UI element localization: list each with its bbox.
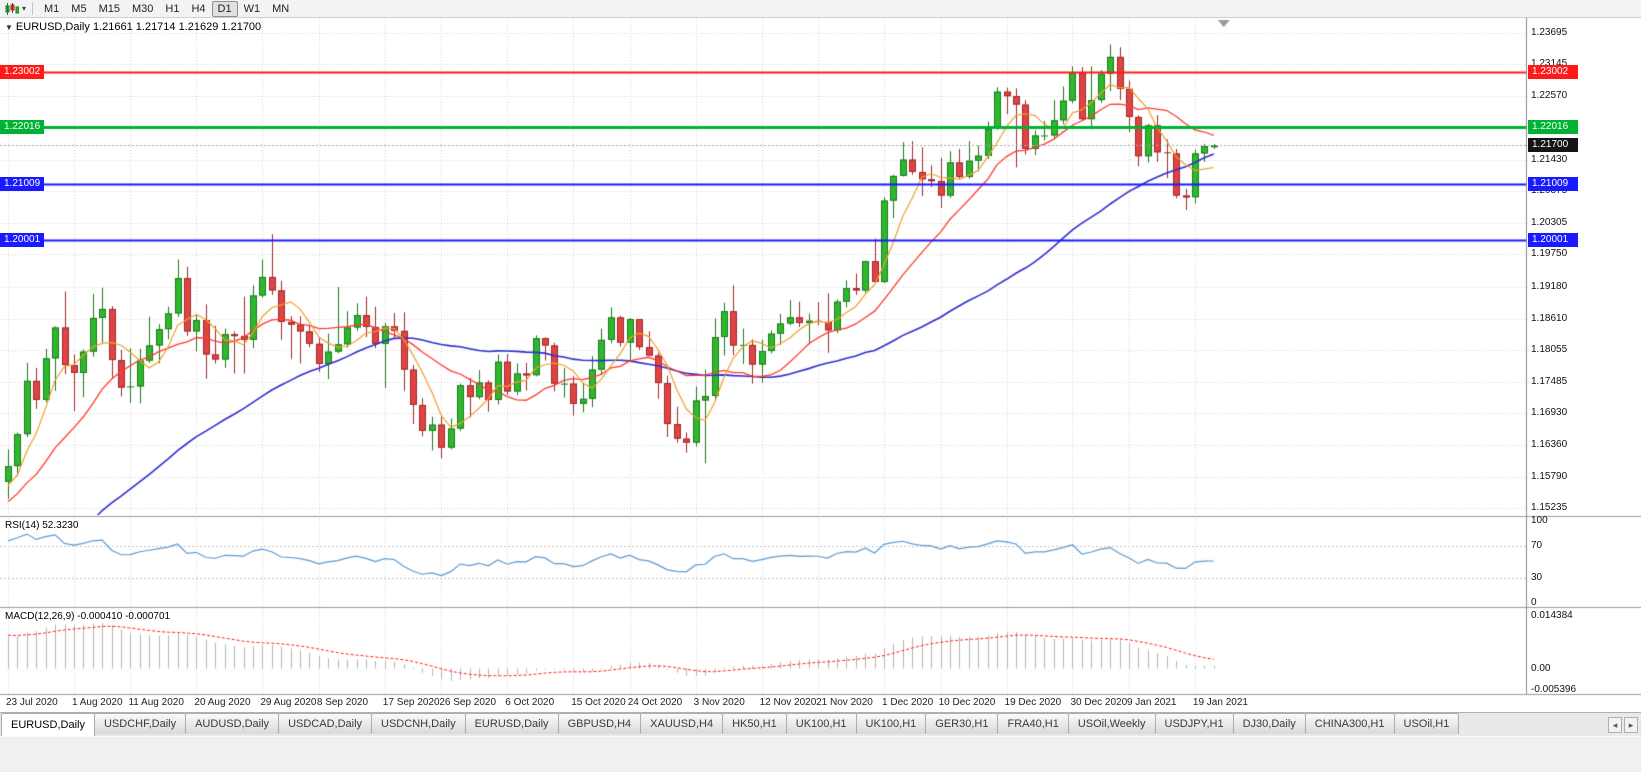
toolbar-separator bbox=[32, 2, 34, 15]
timeframe-buttons: M1 M5 M15 M30 H1 H4 D1 W1 MN bbox=[38, 0, 295, 17]
timeframe-d1-button[interactable]: D1 bbox=[211, 0, 238, 17]
timeframe-m1-button[interactable]: M1 bbox=[44, 2, 60, 15]
timeframe-m5-button[interactable]: M5 bbox=[71, 2, 87, 15]
window-bottom-strip bbox=[0, 736, 1641, 772]
chart-tab[interactable]: UK100,H1 bbox=[855, 713, 927, 734]
chart-tabs: EURUSD,Daily USDCHF,Daily AUDUSD,Daily USDC… bbox=[1, 713, 1460, 736]
tab-scroll-left-icon[interactable]: ◂ bbox=[1608, 717, 1622, 733]
chart-tab[interactable]: USDCNH,Daily bbox=[371, 713, 466, 734]
chart-tab[interactable]: FRA40,H1 bbox=[997, 713, 1069, 734]
chart-tab[interactable]: USDJPY,H1 bbox=[1154, 713, 1234, 734]
chart-tab[interactable]: GBPUSD,H4 bbox=[557, 713, 642, 734]
timeframe-h1-button[interactable]: H1 bbox=[165, 2, 180, 15]
chart-tab[interactable]: GER30,H1 bbox=[925, 713, 999, 734]
chart-tab[interactable]: UK100,H1 bbox=[785, 713, 857, 734]
chart-tab[interactable]: USOil,Weekly bbox=[1067, 713, 1156, 734]
chart-tab[interactable]: USOil,H1 bbox=[1393, 713, 1460, 734]
chart-tab[interactable]: USDCAD,Daily bbox=[278, 713, 373, 734]
timeframe-m30-button[interactable]: M30 bbox=[131, 2, 154, 15]
chart-tab[interactable]: EURUSD,Daily bbox=[1, 713, 95, 736]
chart-tabs-bar: EURUSD,Daily USDCHF,Daily AUDUSD,Daily USDC… bbox=[0, 712, 1641, 736]
timeframe-w1-button[interactable]: W1 bbox=[243, 2, 261, 15]
timeframe-h4-button[interactable]: H4 bbox=[191, 2, 206, 15]
candlestick-chart-icon[interactable] bbox=[5, 2, 19, 15]
chart-tab[interactable]: HK50,H1 bbox=[722, 713, 787, 734]
chart-dropdown-icon[interactable]: ▼ bbox=[5, 23, 13, 32]
chart-tab[interactable]: XAUUSD,H4 bbox=[640, 713, 724, 734]
chart-tab[interactable]: CHINA300,H1 bbox=[1304, 713, 1395, 734]
timeframe-mn-button[interactable]: MN bbox=[272, 2, 290, 15]
chart-tab[interactable]: AUDUSD,Daily bbox=[185, 713, 280, 734]
timeframe-m15-button[interactable]: M15 bbox=[98, 2, 120, 15]
chart-type-dropdown-icon[interactable]: ▾ bbox=[22, 4, 27, 13]
timeframe-toolbar: ▾ M1 M5 M15 M30 H1 H4 D1 W1 MN bbox=[0, 0, 1641, 18]
chart-region: 1.23695 1.23145 1.22570 1.21430 1.20875 1.203… bbox=[0, 18, 1641, 712]
tab-scroll-controls: ◂ ▸ bbox=[1605, 713, 1641, 736]
tab-scroll-right-icon[interactable]: ▸ bbox=[1624, 717, 1638, 733]
chart-tab[interactable]: DJ30,Daily bbox=[1232, 713, 1306, 734]
chart-tab[interactable]: EURUSD,Daily bbox=[464, 713, 559, 734]
chart-tab[interactable]: USDCHF,Daily bbox=[93, 713, 187, 734]
price-chart-canvas[interactable] bbox=[0, 18, 1641, 712]
